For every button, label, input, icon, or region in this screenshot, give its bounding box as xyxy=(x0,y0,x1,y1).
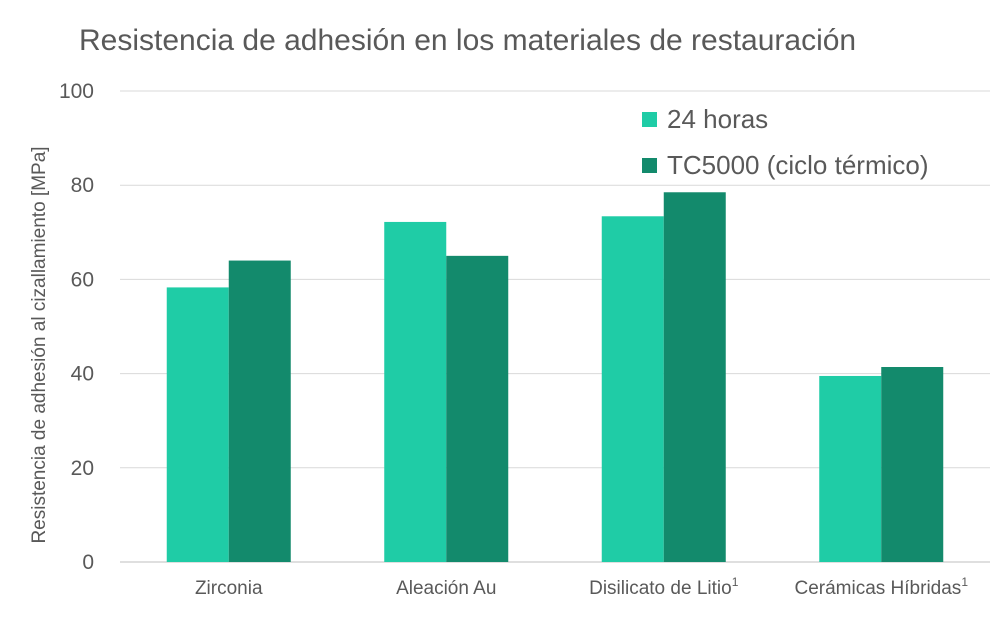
x-tick-label-disilicato-de-litio: Disilicato de Litio1 xyxy=(589,575,739,599)
bar-tc5000-aleaci-n-au xyxy=(446,255,509,562)
y-tick-label-80: 80 xyxy=(71,174,94,197)
x-tick-label-zirconia: Zirconia xyxy=(195,578,263,599)
legend-label-tc5000: TC5000 (ciclo térmico) xyxy=(667,149,929,180)
legend-label-24-horas: 24 horas xyxy=(667,103,769,134)
legend: 24 horas TC5000 (ciclo térmico) xyxy=(642,96,929,188)
legend-swatch-tc5000 xyxy=(642,157,657,173)
y-tick-label-60: 60 xyxy=(71,268,94,291)
y-tick-label-100: 100 xyxy=(59,80,94,103)
x-tick-label-cer-micas-h-bridas: Cerámicas Híbridas1 xyxy=(794,575,968,599)
y-tick-label-0: 0 xyxy=(82,551,94,574)
bar-tc5000-zirconia xyxy=(228,260,291,562)
legend-swatch-24-horas xyxy=(642,111,657,127)
bar-24-horas-disilicato-de-litio xyxy=(601,216,664,562)
bar-tc5000-disilicato-de-litio xyxy=(663,192,726,562)
bar-tc5000-cer-micas-h-bridas xyxy=(881,367,944,562)
chart-title: Resistencia de adhesión en los materiale… xyxy=(79,24,857,57)
bar-24-horas-zirconia xyxy=(166,287,229,562)
y-tick-label-40: 40 xyxy=(71,363,94,386)
legend-item-tc5000: TC5000 (ciclo térmico) xyxy=(642,142,929,188)
bar-24-horas-aleaci-n-au xyxy=(384,221,447,563)
x-tick-label-aleaci-n-au: Aleación Au xyxy=(396,578,496,599)
bar-24-horas-cer-micas-h-bridas xyxy=(819,375,882,562)
y-tick-label-20: 20 xyxy=(71,457,94,480)
legend-item-24-horas: 24 horas xyxy=(642,96,929,142)
